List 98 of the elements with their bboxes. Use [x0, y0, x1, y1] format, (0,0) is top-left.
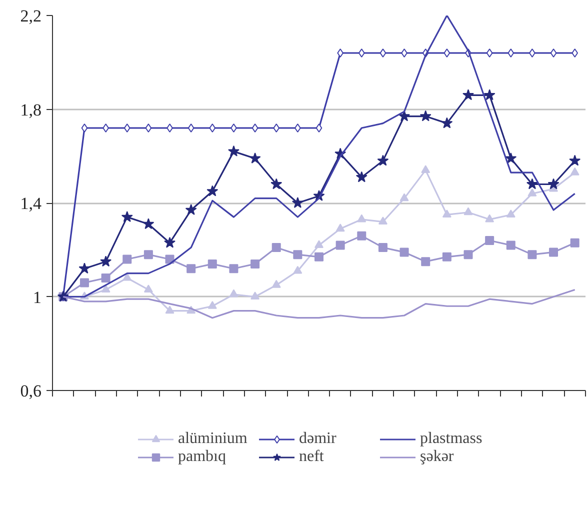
point	[486, 48, 493, 58]
point	[529, 48, 536, 58]
legend-label: alüminium	[178, 430, 248, 448]
point	[506, 210, 516, 218]
point	[78, 262, 90, 274]
point	[252, 124, 258, 132]
point	[250, 292, 260, 300]
point	[398, 110, 410, 122]
point	[101, 284, 110, 293]
point	[272, 280, 281, 288]
point	[569, 154, 581, 166]
point	[144, 284, 153, 293]
point	[229, 264, 238, 274]
point	[378, 216, 388, 225]
point	[357, 231, 366, 240]
point	[228, 145, 240, 156]
point	[550, 48, 557, 58]
legend-label: neft	[299, 448, 325, 466]
point	[380, 48, 386, 58]
point	[293, 250, 302, 260]
point	[314, 240, 324, 248]
point	[145, 124, 152, 132]
point	[464, 250, 473, 260]
point	[358, 48, 365, 58]
point	[336, 240, 345, 250]
point	[505, 152, 517, 164]
point	[570, 238, 580, 248]
point	[401, 48, 408, 58]
legend-label: şəkər	[420, 448, 455, 466]
point	[185, 204, 197, 215]
point	[485, 236, 494, 245]
point	[421, 257, 430, 266]
point	[142, 218, 154, 230]
point	[336, 224, 345, 232]
point	[528, 250, 537, 260]
point	[293, 266, 302, 274]
point	[548, 178, 560, 190]
point	[442, 252, 452, 262]
y-tick-label: 2,2	[20, 6, 42, 26]
point	[421, 165, 430, 173]
point	[400, 248, 409, 257]
point	[166, 124, 173, 132]
point	[484, 89, 496, 100]
point	[485, 214, 494, 222]
point	[292, 197, 304, 208]
point	[506, 240, 516, 250]
point	[208, 259, 217, 268]
point	[462, 89, 474, 100]
point	[186, 264, 196, 274]
point	[273, 124, 280, 132]
point	[230, 124, 237, 132]
legend-label: dəmir	[299, 430, 338, 448]
point	[357, 214, 366, 222]
point	[400, 193, 409, 202]
point	[124, 124, 130, 132]
point	[80, 278, 89, 288]
point	[356, 171, 368, 182]
legend-label: plastmass	[420, 430, 484, 448]
point	[188, 124, 194, 132]
point	[528, 188, 537, 196]
legend-label: pambıq	[178, 448, 227, 466]
point	[81, 124, 88, 132]
point	[100, 256, 112, 267]
point	[316, 124, 322, 132]
point	[294, 124, 301, 132]
y-tick-label: 1	[33, 288, 42, 307]
point	[377, 154, 389, 166]
point	[209, 124, 216, 132]
point	[549, 248, 558, 257]
point	[165, 306, 174, 314]
point	[444, 48, 450, 58]
point	[464, 207, 473, 216]
point	[206, 185, 218, 196]
point	[102, 124, 109, 132]
point	[122, 254, 132, 264]
point	[420, 110, 432, 122]
point	[441, 117, 453, 128]
point	[272, 243, 281, 252]
point	[270, 178, 282, 190]
point	[101, 274, 110, 282]
point	[229, 289, 238, 298]
y-tick-label: 1,4	[20, 194, 42, 213]
point	[378, 243, 388, 252]
point	[250, 259, 260, 268]
point	[164, 236, 176, 248]
point	[442, 210, 452, 218]
point	[508, 48, 514, 58]
point	[337, 48, 344, 58]
point	[121, 211, 133, 222]
point	[314, 252, 324, 262]
point	[144, 250, 153, 260]
point	[208, 301, 217, 309]
point	[570, 167, 580, 176]
y-tick-label: 0,6	[20, 382, 42, 400]
point	[572, 48, 578, 58]
point	[249, 152, 261, 164]
point	[526, 178, 538, 190]
y-tick-label: 1,8	[20, 100, 42, 120]
